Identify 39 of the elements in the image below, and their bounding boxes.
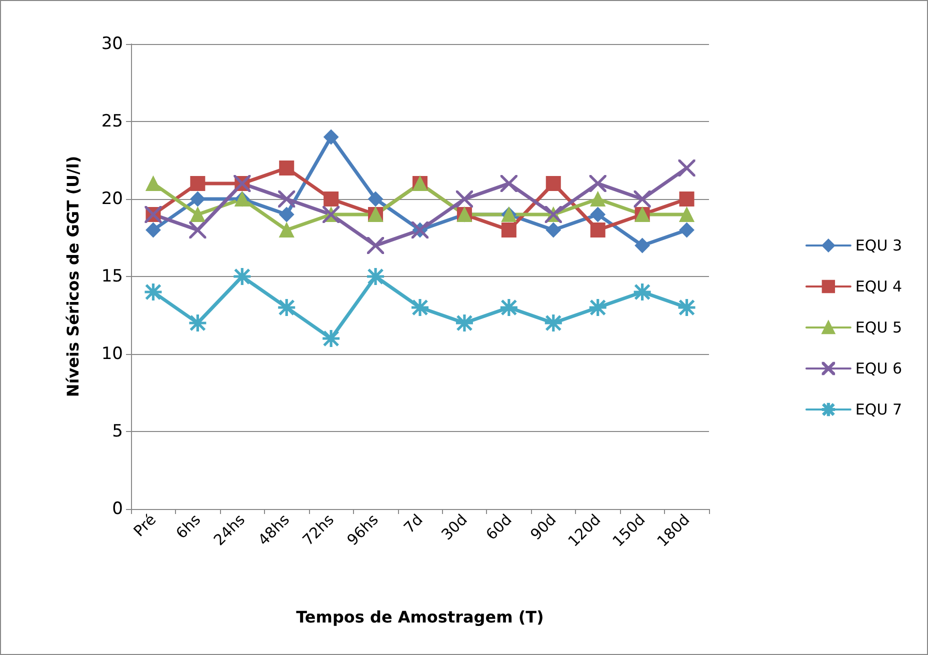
point bbox=[146, 222, 161, 238]
point bbox=[324, 130, 339, 144]
x-axis-title: Tempos de Amostragem (T) bbox=[296, 608, 544, 626]
point bbox=[679, 222, 694, 238]
x-tick-label: 60d bbox=[482, 510, 516, 544]
x-tick-label: Pré bbox=[130, 510, 160, 540]
point bbox=[279, 160, 294, 176]
point bbox=[679, 207, 694, 222]
point bbox=[324, 192, 339, 206]
legend-label: EQU 7 bbox=[855, 400, 902, 418]
y-tick-label: 20 bbox=[101, 189, 123, 209]
legend-label: EQU 4 bbox=[855, 278, 902, 296]
point bbox=[679, 192, 694, 206]
point bbox=[190, 207, 206, 222]
point bbox=[590, 207, 606, 222]
point bbox=[279, 207, 294, 222]
point bbox=[146, 176, 161, 191]
point bbox=[279, 222, 294, 238]
point bbox=[368, 192, 384, 206]
point bbox=[590, 192, 606, 206]
legend-label: EQU 5 bbox=[855, 318, 902, 336]
point bbox=[590, 222, 606, 238]
y-tick-label: 15 bbox=[101, 266, 123, 286]
x-tick-label: 7d bbox=[400, 510, 426, 537]
y-tick-label: 25 bbox=[101, 112, 123, 132]
point bbox=[546, 222, 561, 238]
point bbox=[634, 238, 650, 253]
y-tick-label: 5 bbox=[112, 422, 123, 442]
point bbox=[190, 192, 206, 206]
x-tick-label: 6hs bbox=[172, 510, 204, 542]
y-tick-label: 10 bbox=[101, 344, 123, 364]
legend-label: EQU 3 bbox=[855, 236, 902, 254]
point bbox=[546, 176, 561, 191]
point bbox=[190, 176, 206, 191]
y-tick-label: 30 bbox=[101, 34, 123, 54]
y-axis-title: Níveis Séricos de GGT (U/l) bbox=[64, 156, 82, 398]
point bbox=[501, 222, 516, 238]
legend-label: EQU 6 bbox=[855, 360, 902, 378]
y-tick-label: 0 bbox=[112, 499, 123, 519]
